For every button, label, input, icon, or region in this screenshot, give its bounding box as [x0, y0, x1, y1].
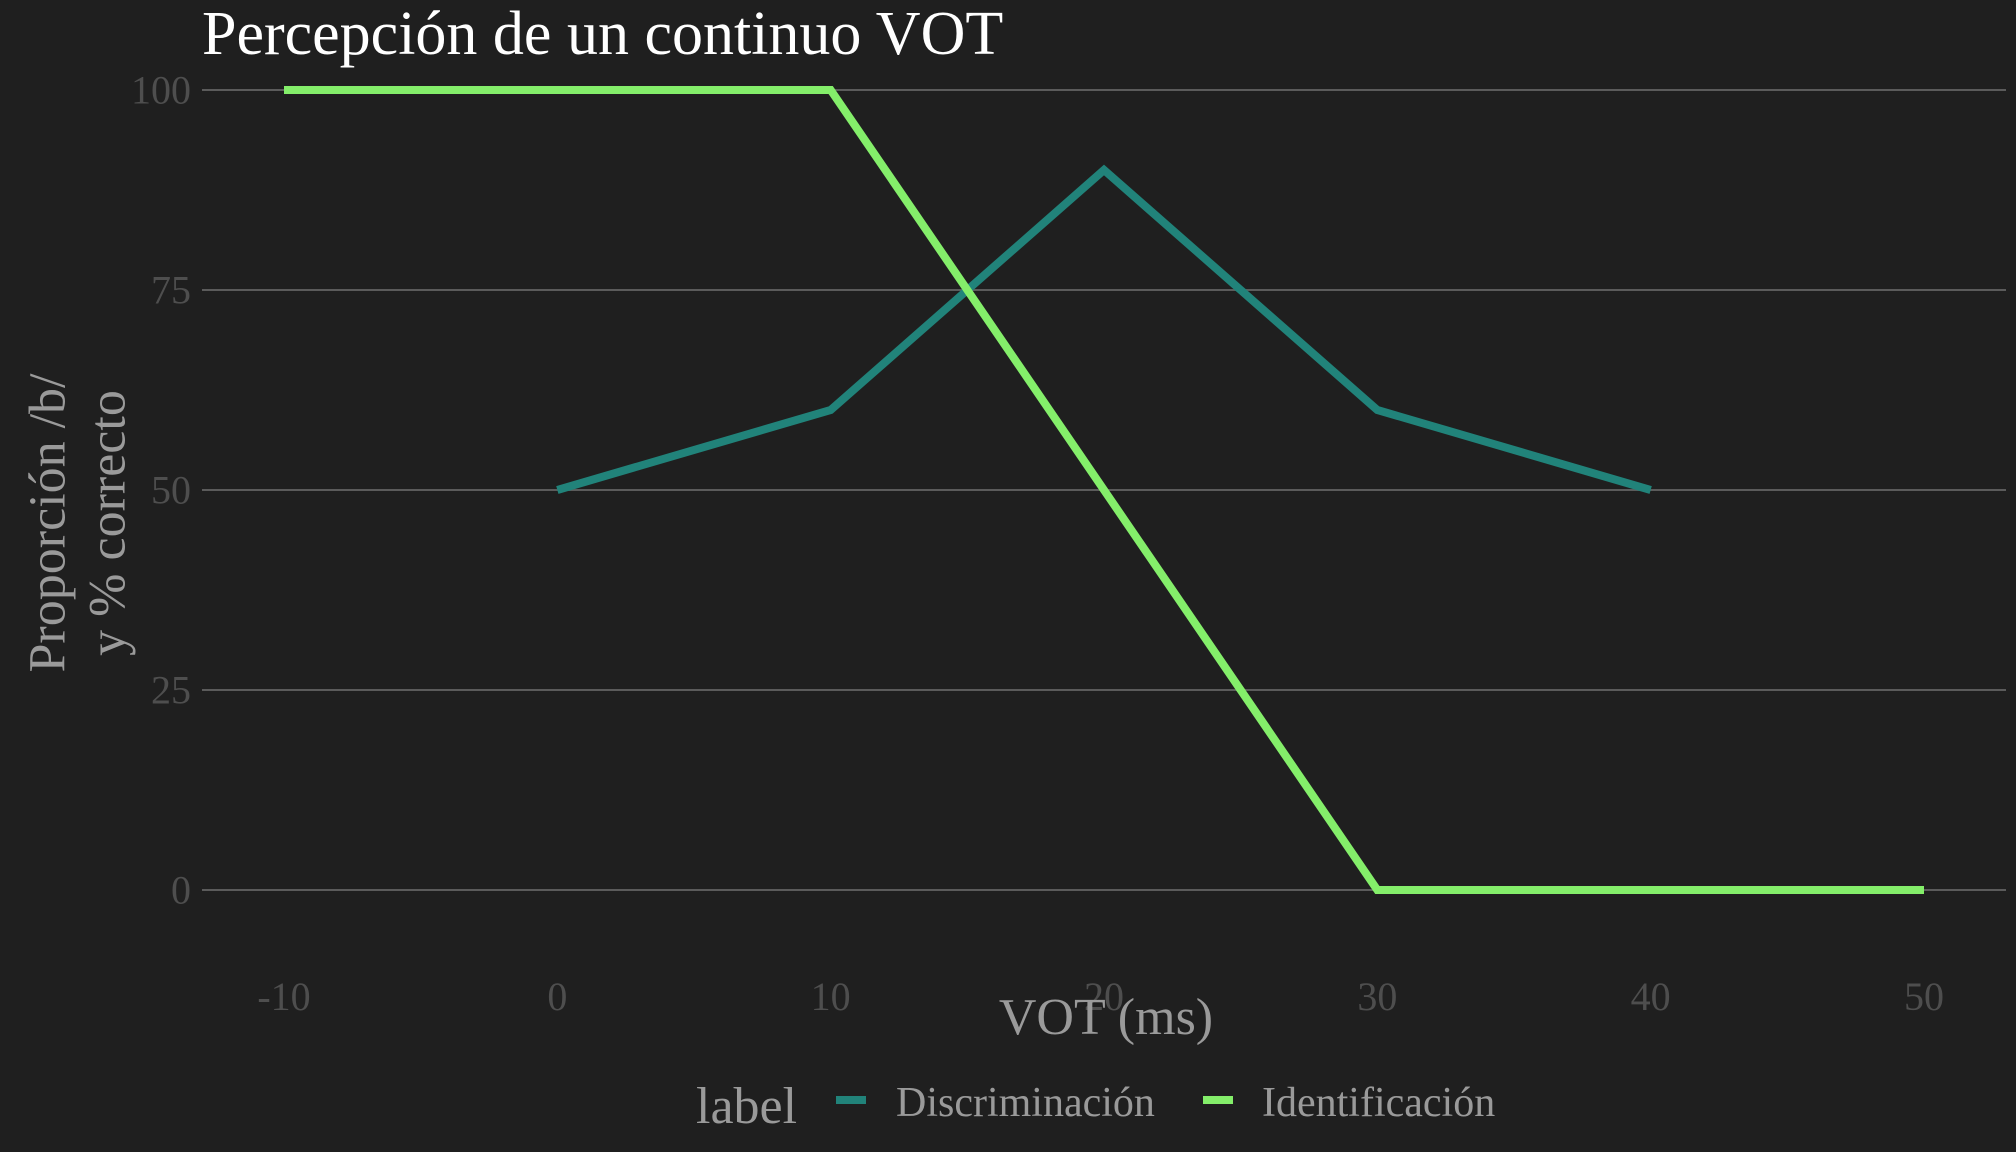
x-tick-label-40: 40	[1631, 974, 1671, 1019]
y-axis-title-line-1: Proporción /b/	[20, 373, 77, 673]
y-axis-title: Proporción /b/ y % correcto	[20, 373, 137, 673]
x-tick-label-30: 30	[1357, 974, 1397, 1019]
x-tick-label-0: 0	[547, 974, 567, 1019]
y-tick-labels: 0 25 50 75 100	[131, 68, 191, 913]
chart-title: Percepción de un continuo VOT	[202, 0, 1003, 68]
y-tick-label-75: 75	[151, 268, 191, 313]
series-line-0	[556, 164, 1652, 494]
legend: label Discriminación Identificación	[696, 1078, 1495, 1135]
y-tick-label-100: 100	[131, 68, 191, 113]
series-lines	[284, 86, 1924, 894]
x-tick-label-50: 50	[1904, 974, 1944, 1019]
series-line-1	[284, 86, 1924, 894]
x-tick-label-10: 10	[811, 974, 851, 1019]
y-tick-label-50: 50	[151, 468, 191, 513]
legend-label-discriminacion: Discriminación	[896, 1080, 1155, 1126]
legend-title: label	[696, 1078, 797, 1135]
x-tick-label-20: 20	[1084, 974, 1124, 1019]
x-tick-label--10: -10	[257, 974, 310, 1019]
x-axis-title: VOT (ms)	[999, 989, 1213, 1046]
legend-label-identificacion: Identificación	[1262, 1080, 1495, 1126]
y-axis-title-line-2: y % correcto	[80, 390, 137, 656]
x-tick-labels: -10 0 10 20 30 40 50	[257, 974, 1944, 1019]
y-tick-label-25: 25	[151, 668, 191, 713]
y-tick-label-0: 0	[171, 868, 191, 913]
